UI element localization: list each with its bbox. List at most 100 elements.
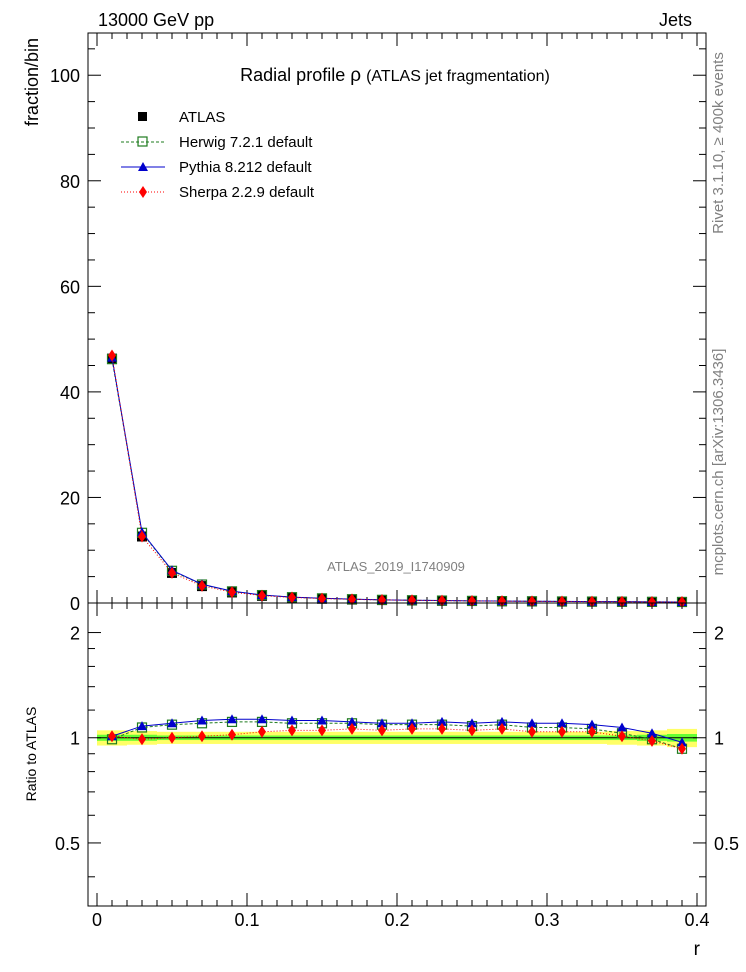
ratio-sherpa-point [198, 730, 206, 743]
main-y-tick-label: 60 [60, 277, 80, 297]
main-sherpa-point [108, 349, 116, 362]
legend-entry-pythia: Pythia 8.212 default [121, 159, 312, 176]
ratio-y-tick-label: 1 [70, 729, 80, 749]
ratio-sherpa-point [558, 725, 566, 738]
ratio-pythia-point [467, 718, 477, 728]
ratio-y-tick-label-right: 1 [714, 729, 724, 749]
ratio-sherpa-point [228, 728, 236, 741]
main-sherpa-series-line [111, 355, 683, 603]
ratio-pythia-point [557, 718, 567, 728]
main-sherpa-point [168, 566, 176, 579]
ratio-sherpa-point [588, 725, 596, 738]
legend-pythia-marker [138, 162, 148, 171]
ratio-pythia-series-line [111, 718, 683, 743]
ratio-sherpa-point [348, 722, 356, 735]
x-tick-label: 0.4 [684, 910, 709, 930]
x-axis-label: r [694, 939, 701, 960]
ratio-sherpa-point [678, 742, 686, 755]
legend-herwig-marker [137, 136, 148, 147]
ratio-pythia-point [347, 716, 357, 726]
ratio-plot-frame [87, 602, 707, 907]
main-sherpa-point [648, 595, 656, 608]
main-y-tick-label: 20 [60, 488, 80, 508]
mcplots-label: mcplots.cern.ch [arXiv:1306.3436] [710, 349, 727, 576]
x-tick-label: 0 [92, 910, 102, 930]
main-sherpa-point [588, 595, 596, 608]
rivet-version-label: Rivet 3.1.10, ≥ 400k events [710, 52, 727, 234]
ratio-pythia-point [527, 718, 537, 728]
main-title-suffix: (ATLAS jet fragmentation) [366, 68, 550, 85]
main-y-axis-label: fraction/bin [22, 38, 42, 126]
main-sherpa-point [258, 589, 266, 602]
legend-atlas-marker [138, 112, 147, 121]
ratio-y-tick-label-right: 2 [714, 624, 724, 644]
main-sherpa-point [558, 595, 566, 608]
analysis-watermark: ATLAS_2019_I1740909 [327, 559, 465, 574]
ratio-y-tick-label-right: 0.5 [714, 834, 739, 854]
legend-entry-herwig: Herwig 7.2.1 default [121, 134, 313, 151]
ratio-sherpa-point [168, 731, 176, 744]
legend-pythia-label: Pythia 8.212 default [179, 159, 312, 176]
main-title-text: Radial profile [240, 65, 345, 85]
main-y-tick-label: 40 [60, 383, 80, 403]
main-sherpa-point [498, 595, 506, 608]
ratio-pythia-point [317, 715, 327, 725]
ratio-sherpa-point [498, 722, 506, 735]
ratio-sherpa-point [618, 730, 626, 743]
x-tick-label: 0.3 [534, 910, 559, 930]
ratio-sherpa-point [138, 733, 146, 746]
header-jets-label: Jets [659, 10, 692, 30]
main-sherpa-point [528, 595, 536, 608]
ratio-sherpa-series-line [111, 728, 683, 750]
ratio-sherpa-point [378, 724, 386, 737]
main-sherpa-point [468, 594, 476, 607]
ratio-sherpa-point [108, 730, 116, 743]
main-y-tick-label: 80 [60, 172, 80, 192]
header-energy-label: 13000 GeV pp [98, 10, 214, 30]
ratio-pythia-point [287, 715, 297, 725]
ratio-series-group [106, 714, 688, 755]
ratio-sherpa-point [648, 734, 656, 747]
main-sherpa-point [618, 595, 626, 608]
legend-herwig-label: Herwig 7.2.1 default [179, 134, 313, 151]
ratio-sherpa-point [408, 722, 416, 735]
ratio-pythia-point [587, 719, 597, 729]
legend-sherpa-marker [139, 186, 147, 198]
main-sherpa-point [138, 530, 146, 543]
ratio-sherpa-point [528, 725, 536, 738]
ratio-axes: 0 0.1 0.2 0.3 0.4 0.5 0.5 1 1 2 2 [55, 603, 739, 930]
legend: ATLAS Herwig 7.2.1 default Pythia 8.212 … [121, 109, 315, 201]
x-tick-label: 0.1 [234, 910, 259, 930]
ratio-uncertainty-band [97, 728, 697, 748]
ratio-pythia-point [137, 721, 147, 731]
main-title-rho: ρ [350, 65, 361, 86]
ratio-sherpa-point [468, 724, 476, 737]
ratio-pythia-point [647, 728, 657, 738]
ratio-pythia-point [677, 737, 687, 747]
main-sherpa-point [288, 591, 296, 604]
main-axes: 0 20 40 60 80 100 [50, 33, 706, 614]
ratio-y-axis-label: Ratio to ATLAS [23, 707, 39, 802]
ratio-pythia-point [617, 722, 627, 732]
ratio-panel: Ratio to ATLAS r 0 0.1 0.2 0.3 0.4 0.5 0.5 1 1 2 2 [23, 602, 739, 960]
ratio-pythia-point [197, 715, 207, 725]
legend-entry-atlas: ATLAS [138, 109, 225, 126]
legend-atlas-label: ATLAS [179, 109, 225, 126]
main-sherpa-point [678, 595, 686, 608]
main-sherpa-point [318, 592, 326, 605]
ratio-sherpa-point [438, 722, 446, 735]
ratio-sherpa-point [288, 724, 296, 737]
main-sherpa-point [228, 586, 236, 599]
ratio-pythia-point [437, 716, 447, 726]
main-sherpa-point [348, 593, 356, 606]
main-y-tick-label: 0 [70, 594, 80, 614]
legend-entry-sherpa: Sherpa 2.2.9 default [121, 184, 315, 201]
ratio-sherpa-point [258, 725, 266, 738]
main-panel: Radial profile ρ (ATLAS jet fragmentatio… [22, 32, 707, 614]
main-sherpa-point [198, 579, 206, 592]
ratio-pythia-point [497, 716, 507, 726]
ratio-y-tick-label: 0.5 [55, 834, 80, 854]
main-chart-title: Radial profile ρ (ATLAS jet fragmentatio… [240, 65, 550, 86]
ratio-sherpa-point [318, 724, 326, 737]
